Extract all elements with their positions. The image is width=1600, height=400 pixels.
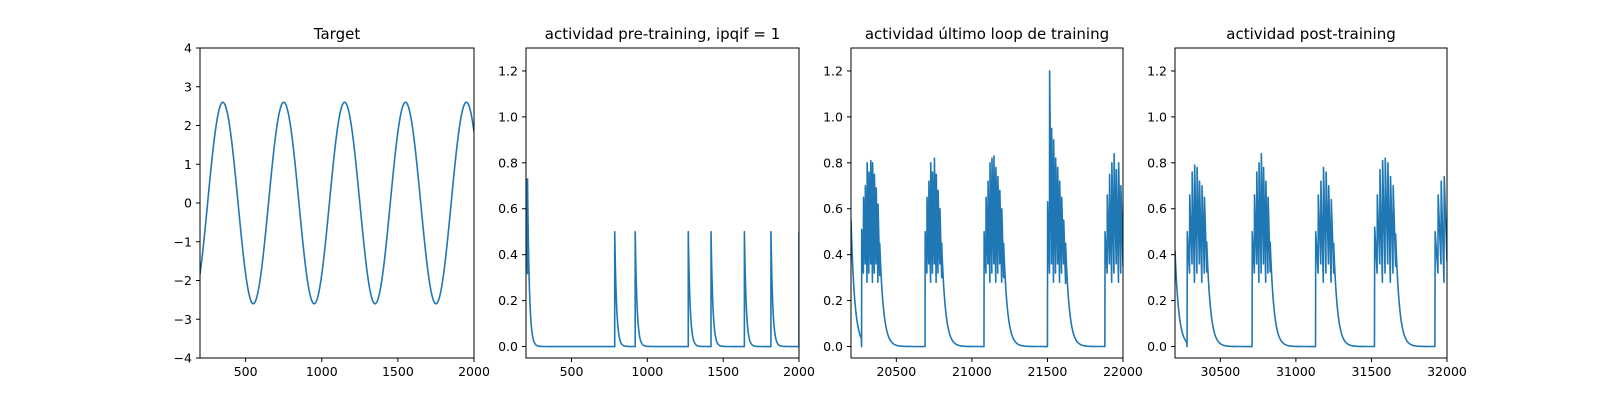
y-tick-label: 0.2 [823,293,843,308]
y-tick-label: 1.2 [498,63,518,78]
x-tick-label: 1500 [707,364,739,379]
y-tick-label: 0.8 [498,155,518,170]
y-tick-label: 1.0 [498,109,518,124]
x-tick-label: 31000 [1276,364,1316,379]
subplot-title: actividad pre-training, ipqif = 1 [545,25,781,43]
axes-frame [1174,47,1448,359]
y-tick-label: 0.0 [1147,339,1167,354]
subplot-4: actividad post-training 30500 31000 31500 32… [1147,25,1467,379]
subplot-2: actividad pre-training, ipqif = 1 500 1000… [498,25,815,379]
x-tick-label: 500 [560,364,584,379]
series-line-2 [526,178,799,348]
y-tick-label: −1 [174,234,192,249]
subplot-title: actividad último loop de training [865,25,1109,43]
x-tick-label: 2000 [458,364,490,379]
axes-frame [850,47,1124,359]
x-tick-label: 1000 [631,364,663,379]
y-tick-label: 0 [184,196,192,211]
y-tick-label: 1.0 [1147,109,1167,124]
x-tick-label: 22000 [1103,364,1143,379]
y-tick-label: 0.0 [823,339,843,354]
series-line-1 [200,101,474,305]
subplot-title: Target [313,25,361,43]
subplot-3: actividad último loop de training 20500 21… [823,25,1143,379]
series-line-3 [851,70,1123,348]
y-tick-label: 2 [184,118,192,133]
y-tick-label: 0.6 [498,201,518,216]
y-tick-label: 0.4 [823,247,843,262]
y-tick-label: 1.2 [1147,63,1167,78]
y-tick-label: 0.6 [1147,201,1167,216]
y-tick-label: 1.2 [823,63,843,78]
series-line-4 [1175,152,1447,348]
y-tick-label: 4 [184,41,192,56]
x-tick-label: 20500 [876,364,916,379]
x-tick-label: 2000 [783,364,815,379]
axes-frame [199,47,475,359]
y-tick-label: 0.0 [498,339,518,354]
y-tick-label: −4 [174,351,192,366]
x-tick-label: 30500 [1200,364,1240,379]
x-tick-label: 21500 [1028,364,1068,379]
x-tick-label: 1000 [306,364,338,379]
y-tick-label: 1.0 [823,109,843,124]
subplot-1: Target 500 1000 1500 2000 −4 −3 −2 −1 0 1 2 3 4 [174,25,490,379]
y-tick-label: −2 [174,273,192,288]
y-tick-label: 0.6 [823,201,843,216]
x-tick-label: 1500 [382,364,414,379]
x-tick-label: 500 [234,364,258,379]
y-tick-label: 1 [184,157,192,172]
y-tick-label: 0.4 [498,247,518,262]
y-tick-label: 3 [184,79,192,94]
x-tick-label: 21000 [952,364,992,379]
y-tick-label: 0.4 [1147,247,1167,262]
subplot-title: actividad post-training [1226,25,1395,43]
y-tick-label: −3 [174,312,192,327]
x-tick-label: 31500 [1352,364,1392,379]
y-tick-label: 0.2 [498,293,518,308]
x-tick-label: 32000 [1427,364,1467,379]
y-tick-label: 0.8 [823,155,843,170]
axes-frame [525,47,800,359]
y-tick-label: 0.2 [1147,293,1167,308]
y-tick-label: 0.8 [1147,155,1167,170]
